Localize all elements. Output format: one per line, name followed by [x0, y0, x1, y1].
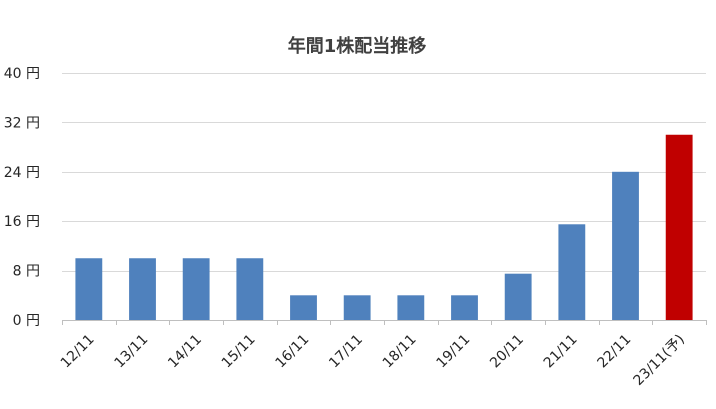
x-category-label: 14/11 — [165, 332, 205, 372]
bar — [75, 258, 103, 320]
y-tick-label: 32 円 — [4, 115, 40, 131]
bar — [451, 295, 478, 320]
x-category-label: 23/11(予) — [631, 332, 688, 389]
bar — [182, 258, 210, 320]
bar-forecast — [665, 134, 693, 320]
x-category-label: 19/11 — [433, 332, 473, 372]
y-tick-label: 24 円 — [4, 165, 40, 181]
x-category-label: 20/11 — [487, 332, 527, 372]
gridlines — [62, 73, 706, 272]
x-category-label: 18/11 — [380, 332, 420, 372]
bar — [612, 171, 639, 320]
y-tick-label: 8 円 — [13, 264, 40, 280]
bar — [236, 258, 264, 320]
x-category-label: 21/11 — [541, 332, 581, 372]
x-category-label: 13/11 — [111, 332, 151, 372]
x-category-label: 22/11 — [594, 332, 634, 372]
bar — [504, 273, 532, 320]
bar — [343, 295, 371, 320]
bar — [290, 295, 317, 320]
chart-title: 年間1株配当推移 — [288, 35, 427, 57]
y-axis-ticks: 0 円 8 円 16 円 24 円 32 円 40 円 — [4, 66, 40, 329]
x-category-label: 12/11 — [58, 332, 98, 372]
y-tick-label: 0 円 — [13, 313, 40, 329]
x-axis-labels: 12/11 13/11 14/11 15/11 16/11 17/11 18/11 19/11… — [58, 332, 688, 389]
y-tick-label: 40 円 — [4, 66, 40, 82]
bar — [129, 258, 156, 320]
bar — [558, 224, 586, 320]
bars — [75, 134, 693, 320]
x-category-label: 17/11 — [326, 332, 366, 372]
y-tick-label: 16 円 — [4, 214, 40, 230]
x-category-label: 15/11 — [219, 332, 259, 372]
x-category-label: 16/11 — [272, 332, 312, 372]
x-axis-tick-marks — [62, 320, 707, 325]
bar — [397, 295, 425, 320]
